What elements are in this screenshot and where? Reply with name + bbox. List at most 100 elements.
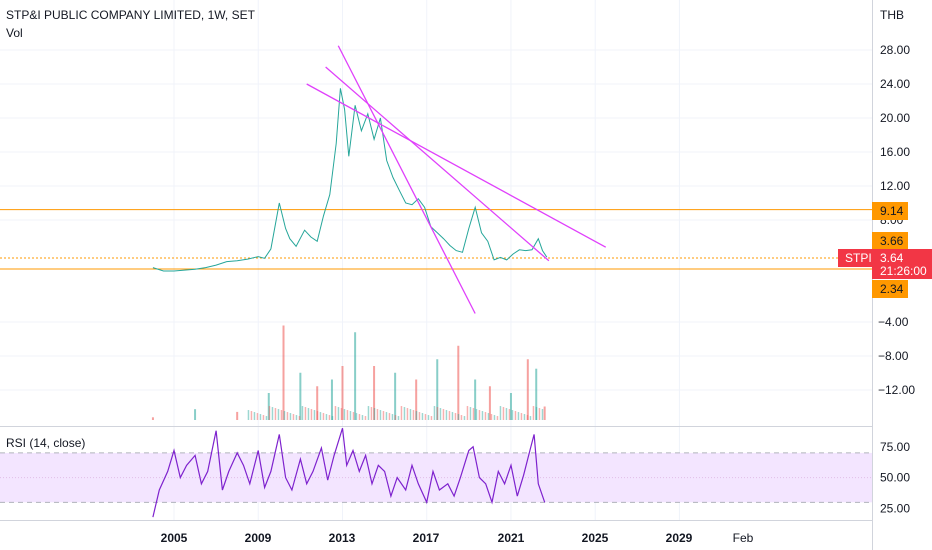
resistance-value: 9.14: [880, 204, 904, 218]
rsi-tick-label: 75.00: [880, 440, 910, 454]
trendline: [325, 66, 550, 262]
volume-bar: [370, 407, 373, 420]
volume-bar: [412, 410, 415, 420]
volume-bar: [430, 416, 433, 420]
volume-bar: [301, 406, 304, 420]
volume-bar: [310, 409, 313, 420]
volume-bar: [334, 406, 337, 420]
volume-legend[interactable]: Vol: [6, 26, 23, 40]
price-pane[interactable]: [0, 0, 872, 520]
price-tick-label: −8.00: [878, 349, 909, 363]
volume-bar: [262, 415, 265, 420]
volume-bar: [448, 411, 451, 420]
volume-bar: [274, 408, 277, 420]
volume-bar: [325, 414, 328, 420]
price-tick-label: 12.00: [880, 179, 910, 193]
trendline: [337, 45, 476, 314]
volume-bar: [400, 406, 403, 420]
volume-bar: [328, 415, 331, 420]
volume-bar: [451, 412, 454, 420]
volume-bar: [509, 393, 512, 420]
symbol-badge[interactable]: STPI: [838, 249, 872, 267]
volume-bar: [256, 413, 259, 420]
volume-bar: [194, 409, 197, 420]
volume-bar: [496, 416, 499, 420]
trendlines[interactable]: [306, 45, 607, 314]
volume-bar: [340, 408, 343, 420]
volume-bar: [277, 409, 280, 420]
rsi-guides: [0, 452, 872, 503]
time-tick-label: 2021: [498, 531, 525, 545]
volume-bar: [409, 409, 412, 420]
horizontal-levels[interactable]: [0, 209, 872, 270]
grid-lines: [0, 0, 872, 520]
volume-bar: [295, 415, 298, 420]
rsi-tick-label: 25.00: [880, 502, 910, 516]
volume-bar: [460, 415, 463, 420]
volume-bar: [517, 412, 520, 420]
volume-bar: [236, 411, 239, 420]
high-badge: 3.66: [872, 232, 908, 250]
volume-bar: [259, 414, 262, 420]
volume-bar: [490, 414, 493, 420]
volume-bar: [463, 416, 466, 420]
volume-bar: [313, 410, 316, 420]
support-badge: 2.34: [872, 280, 908, 298]
volume-bar: [535, 407, 538, 420]
volume-bar: [355, 413, 358, 420]
price-axis[interactable]: 28.0024.0020.0016.0012.008.00−4.00−8.00−…: [878, 43, 915, 397]
price-tick-label: 20.00: [880, 111, 910, 125]
volume-bar: [253, 412, 256, 420]
volume-bar: [488, 386, 491, 420]
volume-bar: [418, 412, 421, 420]
volume-bar: [466, 406, 469, 420]
volume-bar: [394, 372, 397, 420]
time-axis[interactable]: 2005 2009 2013 2017 2021 2025 2029 Feb: [161, 531, 754, 545]
time-tick-label: 2005: [161, 531, 188, 545]
rsi-tick-label: 50.00: [880, 471, 910, 485]
rsi-axis[interactable]: 75.00 50.00 25.00: [880, 440, 910, 516]
volume-bar: [388, 413, 391, 420]
volume-bar: [280, 410, 283, 420]
rsi-pane[interactable]: [0, 428, 872, 518]
volume-bar: [379, 410, 382, 420]
volume-bar: [406, 408, 409, 420]
time-tick-label: 2017: [413, 531, 440, 545]
volume-bar: [268, 406, 271, 420]
volume-bar: [322, 413, 325, 420]
support-value: 2.34: [880, 282, 904, 296]
volume-bar: [316, 411, 319, 420]
volume-bar: [520, 413, 523, 420]
price-tick-label: 28.00: [880, 43, 910, 57]
volume-bar: [352, 412, 355, 420]
volume-bar: [424, 414, 427, 420]
volume-bar: [436, 359, 439, 420]
volume-bar: [415, 379, 418, 420]
volume-bar: [247, 410, 250, 420]
volume-bar: [499, 406, 502, 420]
volume-bar: [283, 411, 286, 420]
volume-bar: [299, 372, 302, 420]
symbol-legend-title[interactable]: STP&I PUBLIC COMPANY LIMITED, 1W, SET: [6, 8, 255, 22]
volume-bar: [304, 407, 307, 420]
volume-bar: [442, 409, 445, 420]
high-value: 3.66: [880, 234, 904, 248]
time-tick-label: Feb: [733, 531, 754, 545]
volume-bar: [523, 414, 526, 420]
volume-bar: [433, 406, 436, 420]
volume-bar: [271, 407, 274, 420]
last-price-badge: 3.64 21:26:00: [872, 249, 932, 279]
volume-bar: [307, 408, 310, 420]
price-tick-label: 24.00: [880, 77, 910, 91]
volume-bar: [474, 379, 477, 420]
volume-bar: [343, 409, 346, 420]
volume-bar: [341, 366, 344, 420]
volume-bar: [484, 412, 487, 420]
volume-bar: [508, 409, 511, 420]
volume-bar: [481, 411, 484, 420]
volume-bar: [469, 407, 472, 420]
volume-bar: [514, 411, 517, 420]
price-tick-label: −4.00: [878, 315, 909, 329]
rsi-legend[interactable]: RSI (14, close): [6, 436, 86, 450]
